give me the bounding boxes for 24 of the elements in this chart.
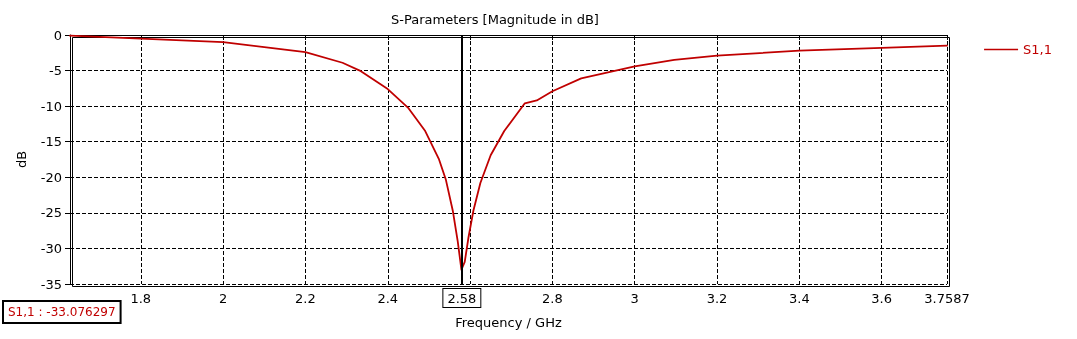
ref-line-label: 2.58	[447, 291, 477, 306]
y-axis-title: dB	[14, 150, 29, 169]
y-tick-label: -5	[49, 63, 62, 79]
y-tick-label: -35	[40, 276, 62, 292]
y-tick-label: -25	[40, 205, 62, 221]
x-tick-label: 1.8	[130, 291, 152, 306]
x-tick-label: 2.2	[295, 291, 316, 306]
text: S1,1 : -33.076297	[8, 305, 116, 319]
x-tick-label: 2.4	[377, 291, 399, 306]
y-tick-label: 0	[53, 27, 62, 43]
y-tick-label: -15	[40, 134, 62, 150]
chart-title: S-Parameters [Magnitude in dB]	[391, 12, 599, 27]
x-tick-label: 3.4	[789, 291, 810, 306]
x-tick-label: 3.7587	[924, 291, 970, 306]
y-tick-label: -30	[40, 240, 62, 256]
x-tick-label: 2.8	[542, 291, 563, 306]
x-tick-label: 3	[630, 291, 639, 306]
y-tick-label: -20	[40, 169, 62, 185]
x-tick-label: 2	[218, 291, 228, 306]
legend-label: S1,1	[1023, 42, 1053, 57]
x-tick-label: 3.2	[706, 291, 728, 306]
x-axis-title: Frequency / GHz	[455, 315, 562, 330]
y-tick-label: -10	[40, 98, 62, 114]
x-tick-label: 3.6	[871, 291, 893, 306]
